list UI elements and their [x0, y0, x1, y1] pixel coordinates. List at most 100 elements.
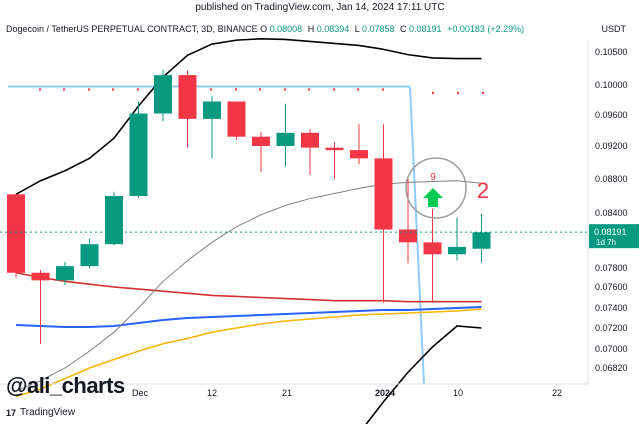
candle	[252, 132, 270, 173]
signal-dot	[332, 88, 336, 91]
annotations: 92	[405, 157, 489, 219]
high-label: H	[307, 24, 315, 34]
signal-dot	[234, 88, 238, 91]
candle-body	[154, 75, 172, 114]
close-value: 0.08191	[409, 24, 442, 34]
candle	[80, 238, 99, 268]
y-tick-label: 0.08800	[595, 174, 628, 184]
candle-body	[129, 113, 148, 196]
ma-blue-line	[15, 305, 482, 328]
candle-body	[31, 272, 50, 281]
signal-dot	[87, 88, 91, 91]
candle-body	[56, 266, 74, 281]
brand-name: TradingView	[20, 407, 76, 418]
signal-dot	[431, 91, 435, 95]
y-tick-label: 0.10500	[595, 47, 628, 57]
candle-body	[7, 194, 25, 273]
signal-dot	[481, 91, 485, 95]
candle	[105, 191, 123, 246]
x-tick-label: 21	[282, 388, 292, 398]
candle	[301, 128, 319, 175]
candle	[154, 69, 172, 122]
x-tick-label: 22	[552, 388, 562, 398]
signal-dot	[283, 88, 287, 91]
up-arrow-icon	[423, 188, 443, 207]
candle-body	[374, 158, 393, 230]
x-tick-label: 2024	[375, 388, 395, 398]
candle	[203, 96, 221, 159]
published-caption: published on TradingView.com, Jan 14, 20…	[195, 2, 445, 13]
currency-label: USDT	[601, 24, 627, 34]
candle	[472, 213, 491, 263]
y-tick-label: 0.08400	[595, 208, 628, 218]
chart-header: Dogecoin / TetherUS PERPETUAL CONTRACT, …	[6, 24, 527, 34]
candle	[7, 194, 25, 278]
candle-body	[105, 196, 123, 245]
y-tick-label: 0.10000	[595, 80, 628, 90]
tradingview-logo: 17	[6, 407, 17, 418]
y-tick-label: 0.06820	[595, 363, 628, 373]
signal-dot	[307, 88, 311, 91]
last-price-countdown: 1d 7h	[596, 238, 616, 247]
last-price-label: 0.08191	[594, 227, 627, 237]
symbol-title: Dogecoin / TetherUS PERPETUAL CONTRACT, …	[6, 24, 258, 34]
ma-red-line	[15, 271, 482, 303]
ma-yellow-line	[15, 308, 482, 398]
candle-body	[80, 244, 99, 267]
td-sequential-label: 9	[430, 172, 436, 183]
candle-body	[276, 132, 295, 146]
candle	[350, 124, 368, 165]
candle	[374, 124, 393, 303]
candle	[129, 101, 148, 198]
low-value: 0.07858	[361, 24, 395, 34]
y-tick-label: 0.07800	[595, 263, 628, 273]
highlight-circle	[405, 157, 467, 219]
signal-dot	[136, 88, 140, 91]
candle	[178, 70, 197, 148]
signal-dot	[456, 91, 460, 95]
y-tick-label: 0.07400	[595, 303, 628, 313]
candle-body	[178, 75, 197, 119]
y-tick-label: 0.07600	[595, 282, 628, 292]
candle-body	[252, 136, 270, 146]
x-tick-label: 12	[207, 388, 217, 398]
signal-dot	[111, 88, 115, 91]
candle-body	[227, 101, 246, 137]
low-label: L	[354, 24, 360, 34]
signal-dot	[209, 88, 213, 91]
candle-body	[423, 242, 442, 255]
candle-body	[448, 246, 466, 255]
bollinger-lower-line	[365, 325, 482, 424]
candle	[448, 217, 466, 261]
candle	[325, 142, 344, 179]
x-tick-label: Dec	[132, 388, 149, 398]
y-tick-label: 0.09200	[595, 141, 628, 151]
candle	[423, 208, 442, 303]
open-label: O	[260, 24, 268, 34]
moving-averages	[15, 37, 482, 424]
y-tick-label: 0.09600	[595, 110, 628, 120]
author-watermark: @ali_charts	[6, 373, 125, 398]
signal-dot	[356, 88, 360, 91]
signal-dot	[62, 88, 66, 91]
candle	[276, 103, 295, 167]
signal-dot	[258, 88, 262, 91]
candle	[56, 261, 74, 286]
ma-grey-line	[15, 180, 482, 392]
signal-dot	[381, 88, 385, 91]
candle-body	[399, 229, 417, 243]
candle-body	[203, 101, 221, 119]
candle-body	[350, 150, 368, 159]
annotation-number: 2	[477, 178, 489, 203]
candles[interactable]	[7, 69, 491, 344]
candle-body	[472, 232, 491, 249]
tradingview-brand[interactable]: 17 TradingView	[6, 407, 75, 418]
candle	[227, 101, 246, 140]
y-tick-label: 0.07200	[595, 323, 628, 333]
x-tick-label: 10	[453, 388, 463, 398]
candle	[399, 177, 417, 264]
bollinger-upper-line	[15, 37, 482, 195]
candle-body	[325, 147, 344, 151]
